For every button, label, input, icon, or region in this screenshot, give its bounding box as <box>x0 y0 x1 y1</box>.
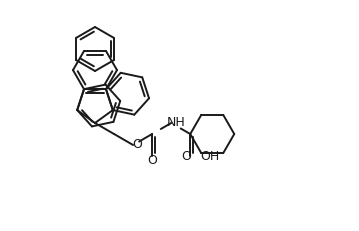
Text: O: O <box>147 155 157 167</box>
Text: OH: OH <box>200 149 219 162</box>
Text: O: O <box>181 149 191 162</box>
Text: NH: NH <box>167 116 186 128</box>
Text: O: O <box>132 139 142 152</box>
